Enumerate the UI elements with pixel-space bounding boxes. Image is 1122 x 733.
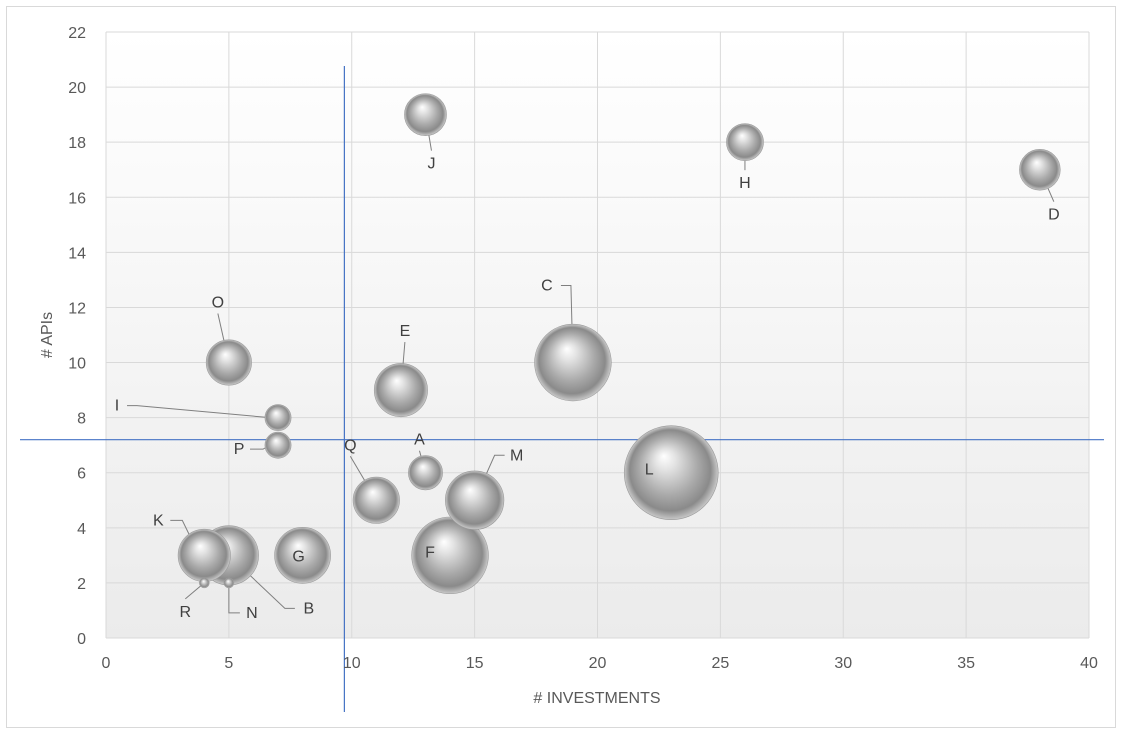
x-tick-label: 0 bbox=[102, 655, 111, 672]
y-axis-ticks: 0 2 4 6 8 10 12 14 16 18 20 22 bbox=[68, 25, 86, 648]
bubble-label-Q: Q bbox=[344, 437, 356, 454]
bubbles bbox=[177, 93, 1061, 595]
x-tick-label: 10 bbox=[343, 655, 361, 672]
bubble-A bbox=[408, 455, 443, 491]
bubble-G bbox=[274, 527, 331, 584]
y-tick-label: 18 bbox=[68, 135, 86, 152]
bubble-D bbox=[1019, 149, 1061, 191]
bubble-label-J: J bbox=[427, 156, 435, 173]
bubble-label-O: O bbox=[212, 295, 224, 312]
bubble-label-N: N bbox=[246, 605, 258, 622]
bubble-label-F: F bbox=[425, 544, 435, 561]
bubble-label-E: E bbox=[400, 323, 411, 340]
x-tick-label: 15 bbox=[466, 655, 484, 672]
bubble-label-K: K bbox=[153, 512, 164, 529]
y-tick-label: 2 bbox=[77, 576, 86, 593]
bubble-C bbox=[534, 323, 612, 402]
y-tick-label: 0 bbox=[77, 631, 86, 648]
reference-lines bbox=[20, 66, 1104, 712]
bubble-O bbox=[205, 339, 252, 386]
bubble-R bbox=[199, 577, 210, 589]
bubble-label-D: D bbox=[1048, 207, 1060, 224]
bubble-label-G: G bbox=[292, 548, 304, 565]
bubble-P bbox=[264, 431, 292, 459]
x-tick-label: 40 bbox=[1080, 655, 1098, 672]
bubble-labels: A B C D E F G H I J K L M N O P Q R bbox=[115, 156, 1060, 622]
bubble-label-L: L bbox=[645, 462, 654, 479]
bubble-I bbox=[264, 404, 292, 432]
x-axis-title: # INVESTMENTS bbox=[533, 690, 660, 707]
x-tick-label: 20 bbox=[589, 655, 607, 672]
bubble-N bbox=[223, 577, 235, 589]
bubble-label-M: M bbox=[510, 447, 523, 464]
bubble-label-R: R bbox=[180, 604, 192, 621]
y-tick-label: 8 bbox=[77, 411, 86, 428]
bubble-J bbox=[404, 93, 447, 136]
x-tick-label: 35 bbox=[957, 655, 975, 672]
y-tick-label: 16 bbox=[68, 190, 86, 207]
bubble-label-B: B bbox=[304, 600, 315, 617]
y-tick-label: 10 bbox=[68, 356, 86, 373]
y-tick-label: 12 bbox=[68, 300, 86, 317]
bubble-F bbox=[411, 516, 489, 595]
x-tick-label: 5 bbox=[224, 655, 233, 672]
bubble-K bbox=[177, 528, 231, 582]
y-tick-label: 4 bbox=[77, 521, 86, 538]
bubble-label-A: A bbox=[414, 432, 425, 449]
bubble-Q bbox=[352, 476, 400, 524]
y-tick-label: 6 bbox=[77, 466, 86, 483]
bubble-label-P: P bbox=[234, 441, 245, 458]
y-tick-label: 22 bbox=[68, 25, 86, 42]
x-tick-label: 25 bbox=[711, 655, 729, 672]
leader-line-I bbox=[127, 405, 271, 419]
bubble-label-C: C bbox=[541, 278, 553, 295]
x-axis-ticks: 0 5 10 15 20 25 30 35 40 bbox=[102, 655, 1098, 672]
x-tick-label: 30 bbox=[834, 655, 852, 672]
bubble-E bbox=[373, 363, 428, 418]
y-tick-label: 20 bbox=[68, 80, 86, 97]
y-axis-title: # APIs bbox=[39, 312, 56, 358]
bubble-H bbox=[726, 123, 764, 162]
bubble-M bbox=[445, 470, 505, 530]
leader-line-N bbox=[228, 582, 240, 614]
bubble-L bbox=[623, 425, 719, 521]
bubble-label-I: I bbox=[115, 398, 119, 415]
bubble-label-H: H bbox=[739, 175, 751, 192]
y-tick-label: 14 bbox=[68, 245, 86, 262]
